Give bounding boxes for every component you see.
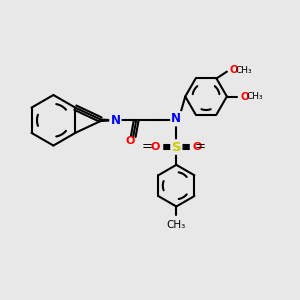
Text: CH₃: CH₃ (236, 66, 252, 75)
Text: S: S (172, 140, 181, 154)
Text: N: N (111, 115, 120, 125)
Text: O: O (193, 142, 202, 152)
Text: =: = (142, 140, 153, 154)
Text: CH₃: CH₃ (246, 92, 263, 101)
Text: O: O (240, 92, 249, 101)
Text: =: = (195, 140, 206, 154)
Text: N: N (171, 112, 181, 125)
Text: O: O (126, 136, 135, 146)
Text: N: N (110, 114, 120, 127)
Text: S: S (172, 140, 181, 154)
Text: O: O (151, 142, 160, 152)
Text: CH₃: CH₃ (167, 220, 186, 230)
Text: N: N (172, 114, 181, 124)
Text: O: O (230, 65, 239, 75)
